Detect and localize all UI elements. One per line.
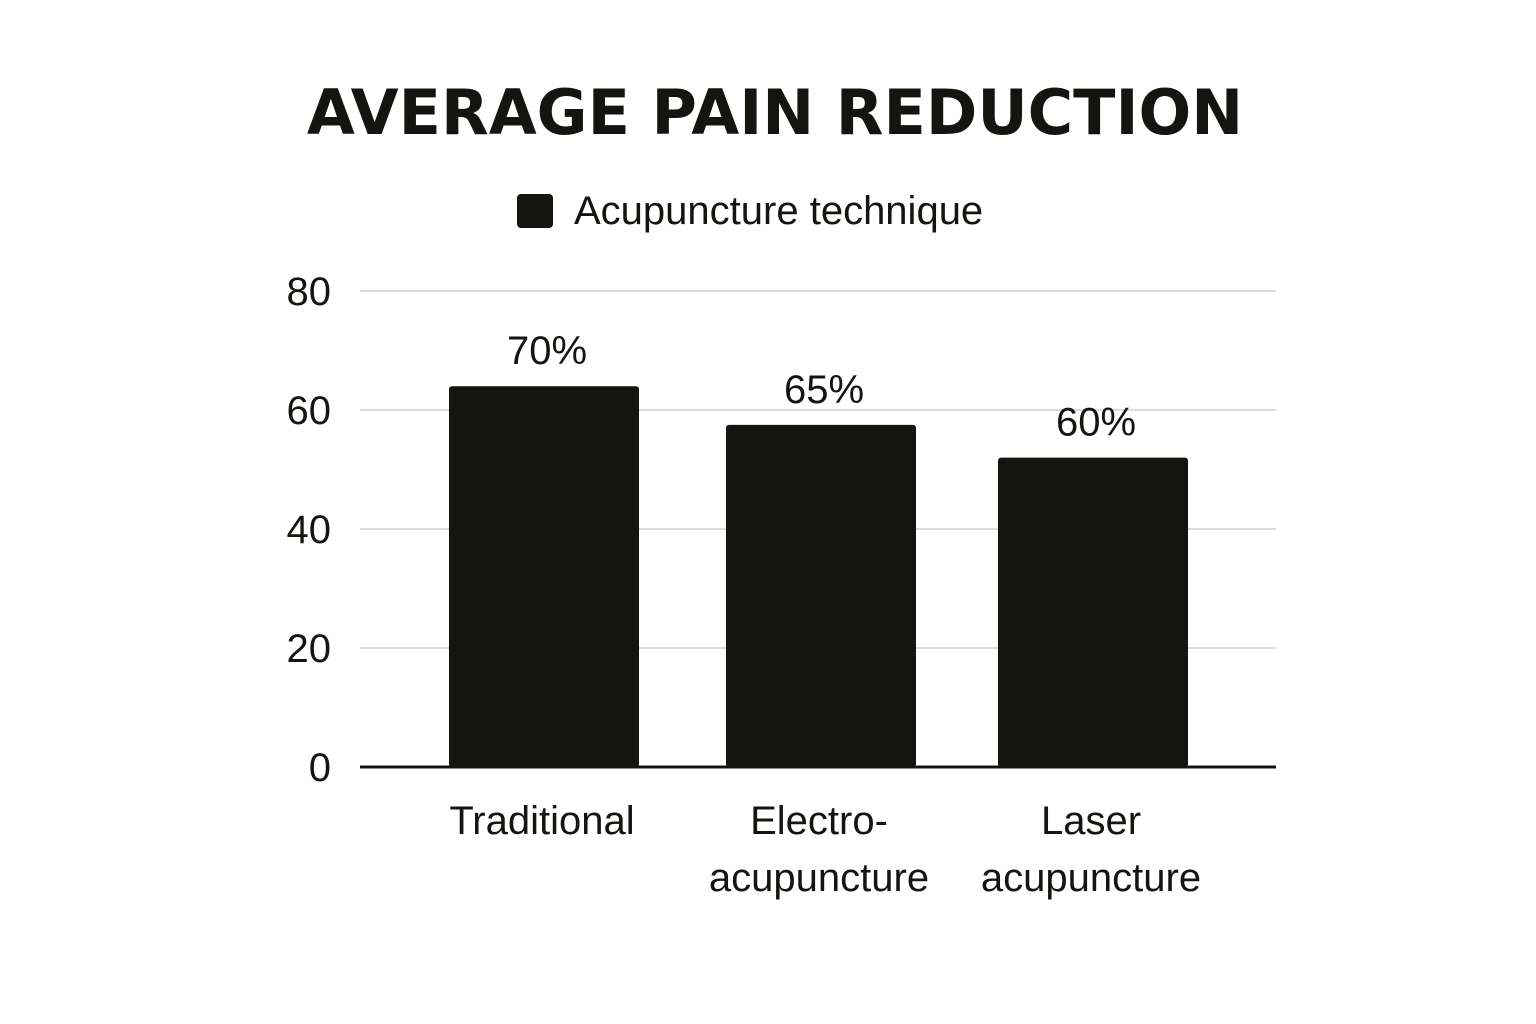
y-axis-ticks: 0 20 40 60 80 — [287, 270, 332, 790]
bar — [998, 457, 1188, 767]
data-labels: 70% 65% 60% — [507, 329, 1136, 444]
x-category-label: acupuncture — [709, 856, 929, 900]
chart-title: AVERAGE PAIN REDUCTION — [307, 76, 1243, 149]
x-category-label: Laser — [1041, 799, 1141, 843]
legend-swatch — [517, 194, 553, 228]
bars — [449, 386, 1188, 767]
x-axis-categories: Traditional Electro-acupuncture Laser acupu… — [449, 799, 1201, 900]
data-label: 65% — [784, 368, 864, 412]
y-tick-label: 20 — [287, 627, 332, 671]
y-tick-label: 60 — [287, 389, 332, 433]
legend: Acupuncture technique — [517, 189, 983, 233]
x-category-label: acupuncture — [981, 856, 1201, 900]
y-tick-label: 40 — [287, 508, 332, 552]
data-label: 70% — [507, 329, 587, 373]
y-tick-label: 80 — [287, 270, 332, 314]
legend-label: Acupuncture technique — [574, 189, 983, 233]
x-category-label: Traditional — [449, 799, 634, 843]
y-tick-label: 0 — [309, 746, 331, 790]
data-label: 60% — [1056, 401, 1136, 445]
bar — [726, 424, 916, 767]
x-category-label: Electro- — [750, 799, 888, 843]
bar — [449, 386, 639, 767]
